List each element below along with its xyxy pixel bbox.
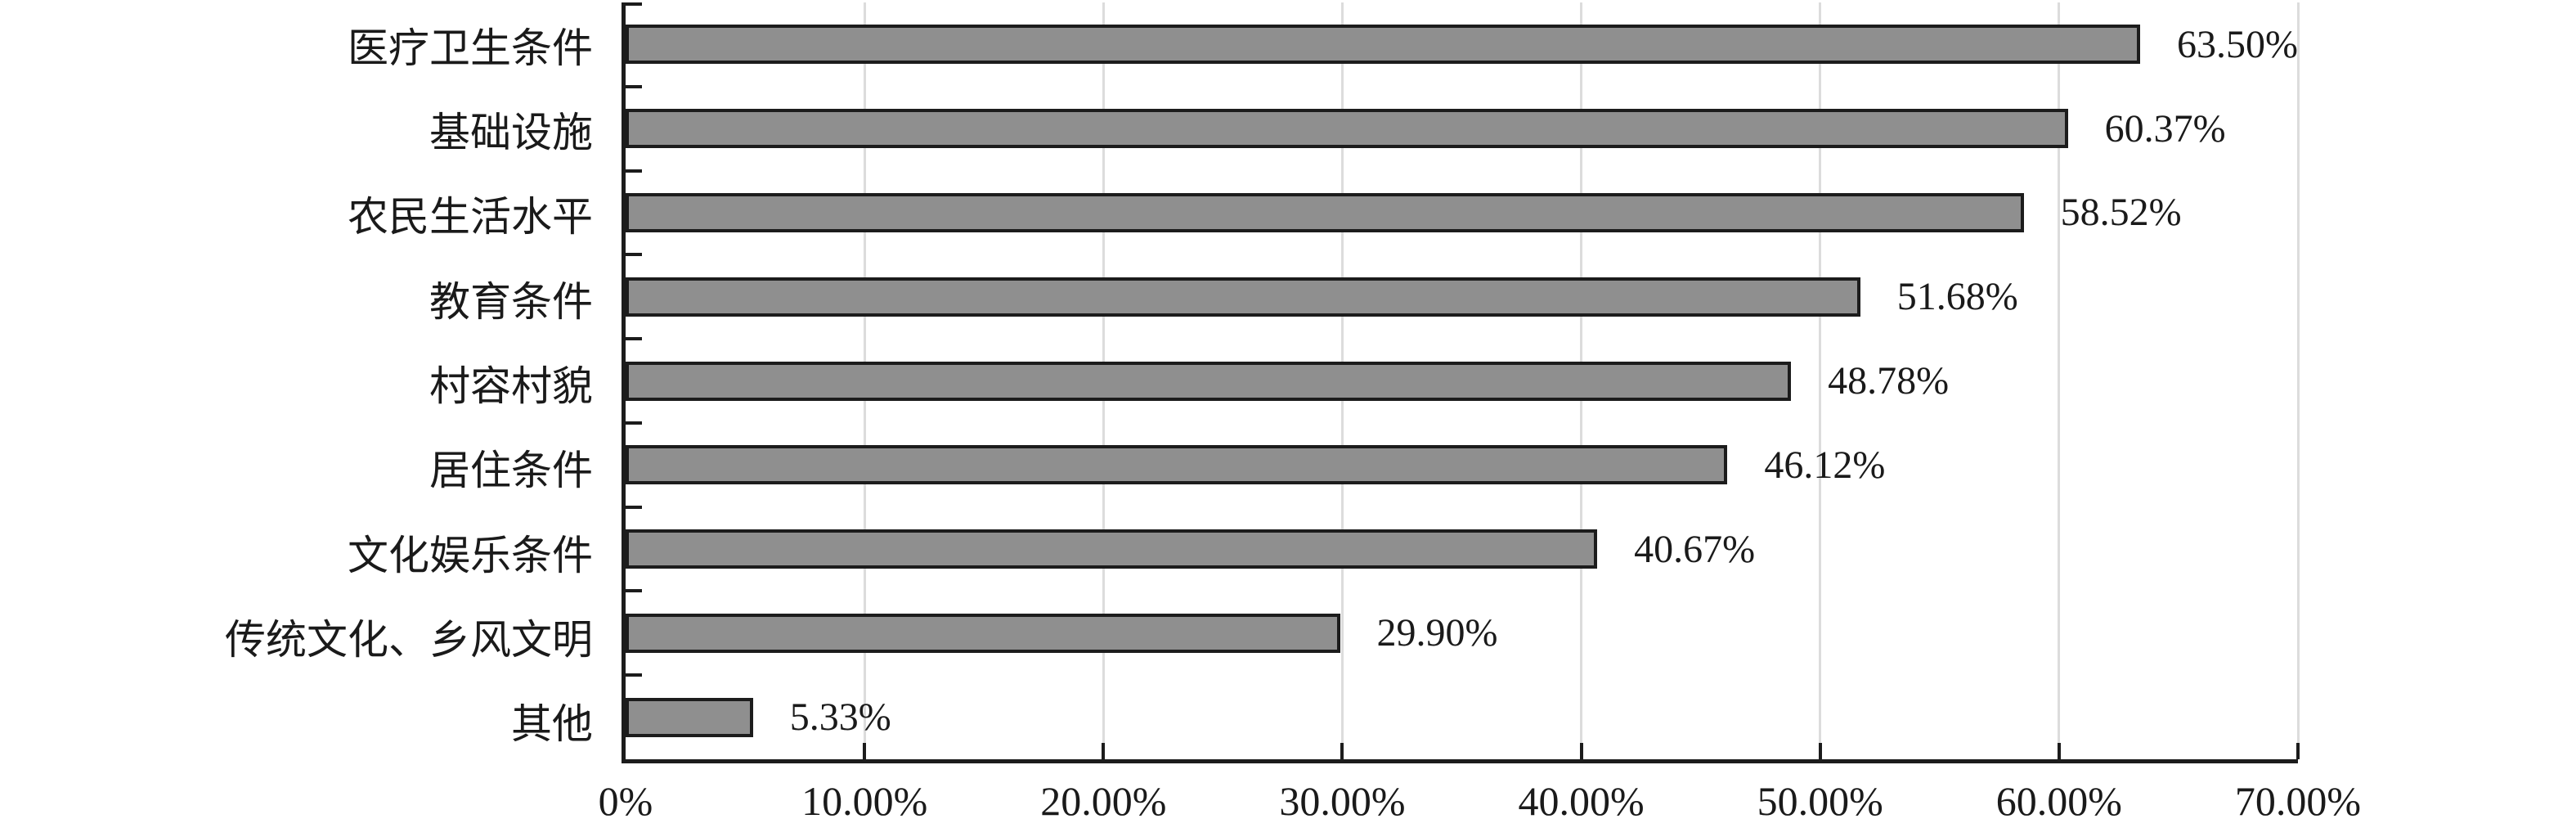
bar-row: 40.67%: [626, 507, 2298, 592]
bar-value-label: 5.33%: [789, 695, 891, 740]
bar-value-label: 60.37%: [2104, 106, 2226, 151]
y-axis-tick: [626, 505, 642, 509]
bar-row: 60.37%: [626, 87, 2298, 171]
x-axis-tick: [1102, 743, 1106, 759]
x-axis-label: 70.00%: [2234, 778, 2362, 824]
y-axis-tick: [626, 84, 642, 88]
x-axis-label: 60.00%: [1995, 778, 2122, 824]
category-label: 基础设施: [429, 109, 593, 155]
gridline: [1819, 2, 1822, 759]
bar-value-label: 29.90%: [1376, 611, 1498, 655]
y-axis-tick: [626, 253, 642, 257]
bar-row: 29.90%: [626, 591, 2298, 675]
category-label: 农民生活水平: [348, 194, 593, 241]
x-axis-tick: [2057, 743, 2061, 759]
bar: [626, 529, 1598, 569]
bar-row: 5.33%: [626, 675, 2298, 759]
bar-row: 46.12%: [626, 423, 2298, 507]
category-label: 文化娱乐条件: [348, 532, 593, 578]
y-axis-tick: [626, 169, 642, 173]
bar-row: 48.78%: [626, 339, 2298, 423]
category-label: 教育条件: [429, 278, 593, 325]
gridline: [2058, 2, 2061, 759]
bar-row: 58.52%: [626, 171, 2298, 255]
bar-value-label: 48.78%: [1828, 359, 1950, 403]
category-axis-labels: 医疗卫生条件基础设施农民生活水平教育条件村容村貌居住条件文化娱乐条件传统文化、乡…: [0, 2, 593, 763]
gridline: [2296, 2, 2300, 759]
bar-value-label: 40.67%: [1634, 527, 1756, 571]
x-axis-label: 10.00%: [801, 778, 928, 824]
x-axis-label: 50.00%: [1757, 778, 1883, 824]
y-axis-tick: [626, 421, 642, 425]
plot-area: 63.50% 60.37% 58.52% 51.68% 48.78% 46.12% 40.6…: [622, 2, 2300, 763]
bar-value-label: 46.12%: [1764, 443, 1886, 487]
bar-rows: 63.50% 60.37% 58.52% 51.68% 48.78% 46.12% 40.6…: [626, 2, 2298, 759]
bar-value-label: 63.50%: [2177, 22, 2298, 66]
x-axis-label: 0%: [598, 778, 653, 824]
bar: [626, 109, 2068, 149]
bar-value-label: 58.52%: [2060, 191, 2182, 235]
category-label: 医疗卫生条件: [348, 25, 593, 71]
bar: [626, 613, 1340, 653]
x-axis-tick: [1340, 743, 1344, 759]
x-axis-labels: 0% 10.00% 20.00% 30.00% 40.00% 50.00% 60.00% 70…: [599, 777, 2361, 826]
bar-value-label: 51.68%: [1896, 275, 2018, 319]
x-axis-label: 30.00%: [1279, 778, 1406, 824]
bar: [626, 361, 1792, 401]
bar-row: 63.50%: [626, 2, 2298, 87]
y-axis-tick: [626, 589, 642, 593]
x-axis-tick: [1579, 743, 1583, 759]
x-axis-tick: [2296, 743, 2300, 759]
category-label: 居住条件: [429, 448, 593, 494]
x-axis-label: 20.00%: [1040, 778, 1167, 824]
y-axis-tick: [626, 673, 642, 677]
x-axis-tick: [863, 743, 867, 759]
bar: [626, 25, 2141, 65]
x-axis-tick: [1818, 743, 1822, 759]
category-label: 其他: [511, 701, 593, 748]
bar: [626, 445, 1728, 485]
x-axis-label: 40.00%: [1518, 778, 1645, 824]
bar-row: 51.68%: [626, 254, 2298, 339]
category-label: 传统文化、乡风文明: [225, 616, 593, 663]
y-axis-tick: [626, 337, 642, 341]
bar: [626, 277, 1860, 317]
y-axis-tick: [626, 2, 642, 6]
bar: [626, 697, 753, 737]
category-label: 村容村貌: [429, 362, 593, 409]
bar: [626, 192, 2024, 232]
